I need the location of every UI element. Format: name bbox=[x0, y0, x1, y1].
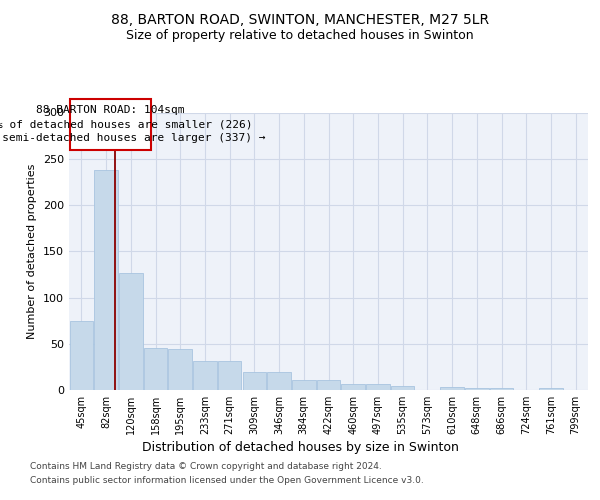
Y-axis label: Number of detached properties: Number of detached properties bbox=[28, 164, 37, 339]
Text: Distribution of detached houses by size in Swinton: Distribution of detached houses by size … bbox=[142, 441, 458, 454]
Bar bbox=[94, 170, 118, 390]
Bar bbox=[70, 320, 93, 390]
Bar bbox=[169, 350, 192, 390]
Bar bbox=[490, 388, 513, 390]
Bar bbox=[317, 380, 340, 390]
Bar bbox=[268, 372, 291, 390]
Bar bbox=[193, 362, 217, 390]
Bar bbox=[242, 372, 266, 390]
Text: 88, BARTON ROAD, SWINTON, MANCHESTER, M27 5LR: 88, BARTON ROAD, SWINTON, MANCHESTER, M2… bbox=[111, 12, 489, 26]
Bar bbox=[366, 384, 389, 390]
Bar bbox=[341, 384, 365, 390]
Bar bbox=[440, 387, 464, 390]
Bar bbox=[218, 362, 241, 390]
Text: 60% of semi-detached houses are larger (337) →: 60% of semi-detached houses are larger (… bbox=[0, 134, 266, 143]
Text: Contains HM Land Registry data © Crown copyright and database right 2024.: Contains HM Land Registry data © Crown c… bbox=[30, 462, 382, 471]
Bar bbox=[144, 348, 167, 390]
Bar bbox=[391, 386, 415, 390]
Text: Size of property relative to detached houses in Swinton: Size of property relative to detached ho… bbox=[126, 29, 474, 42]
Bar bbox=[539, 388, 563, 390]
Bar bbox=[465, 388, 488, 390]
FancyBboxPatch shape bbox=[70, 98, 151, 150]
Bar bbox=[292, 380, 316, 390]
Bar bbox=[119, 272, 143, 390]
Text: Contains public sector information licensed under the Open Government Licence v3: Contains public sector information licen… bbox=[30, 476, 424, 485]
Text: ← 40% of detached houses are smaller (226): ← 40% of detached houses are smaller (22… bbox=[0, 119, 252, 129]
Text: 88 BARTON ROAD: 104sqm: 88 BARTON ROAD: 104sqm bbox=[36, 105, 185, 115]
